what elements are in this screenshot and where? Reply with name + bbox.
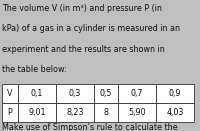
FancyBboxPatch shape xyxy=(56,103,94,122)
Text: 0,1: 0,1 xyxy=(31,89,43,98)
Text: the table below:: the table below: xyxy=(2,65,67,74)
Text: 4,03: 4,03 xyxy=(166,108,184,117)
FancyBboxPatch shape xyxy=(156,84,194,103)
FancyBboxPatch shape xyxy=(118,103,156,122)
Text: V: V xyxy=(7,89,13,98)
Text: experiment and the results are shown in: experiment and the results are shown in xyxy=(2,45,165,54)
FancyBboxPatch shape xyxy=(56,84,94,103)
FancyBboxPatch shape xyxy=(18,84,56,103)
FancyBboxPatch shape xyxy=(18,103,56,122)
Text: 8: 8 xyxy=(104,108,108,117)
Text: 0,5: 0,5 xyxy=(100,89,112,98)
Text: 9,01: 9,01 xyxy=(28,108,46,117)
FancyBboxPatch shape xyxy=(2,84,18,103)
FancyBboxPatch shape xyxy=(156,103,194,122)
Text: P: P xyxy=(8,108,12,117)
FancyBboxPatch shape xyxy=(94,84,118,103)
FancyBboxPatch shape xyxy=(118,84,156,103)
Text: 5,90: 5,90 xyxy=(128,108,146,117)
Text: The volume V (in m³) and pressure P (in: The volume V (in m³) and pressure P (in xyxy=(2,4,162,13)
Text: 8,23: 8,23 xyxy=(66,108,84,117)
Text: 0,3: 0,3 xyxy=(69,89,81,98)
Text: 0,9: 0,9 xyxy=(169,89,181,98)
Text: 0,7: 0,7 xyxy=(131,89,143,98)
Text: kPa) of a gas in a cylinder is measured in an: kPa) of a gas in a cylinder is measured … xyxy=(2,24,180,33)
FancyBboxPatch shape xyxy=(2,103,18,122)
FancyBboxPatch shape xyxy=(94,103,118,122)
Text: Make use of Simpson’s rule to calculate the: Make use of Simpson’s rule to calculate … xyxy=(2,123,178,131)
